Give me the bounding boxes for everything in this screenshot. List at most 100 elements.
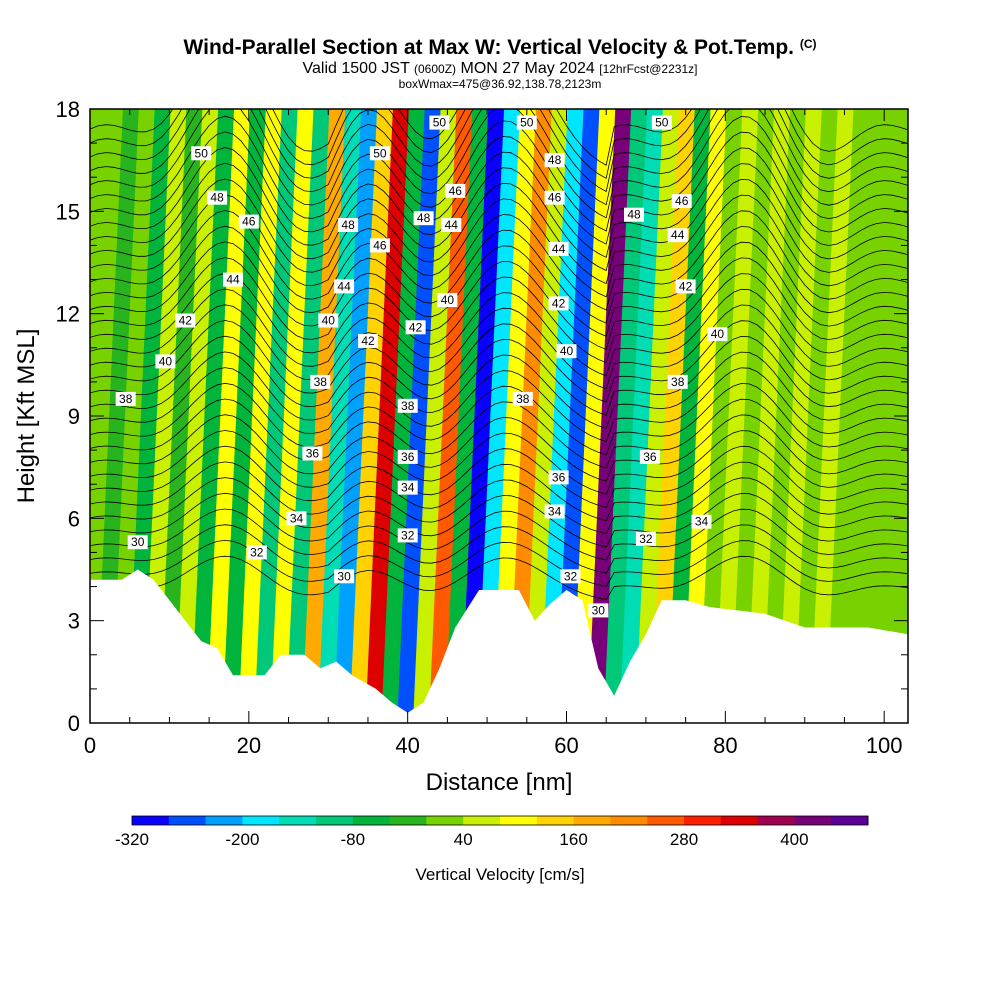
contour-label-text: 32 bbox=[564, 569, 578, 583]
theta-contour-line bbox=[90, 445, 908, 508]
velocity-band bbox=[460, 109, 505, 723]
contour-label-text: 44 bbox=[552, 242, 566, 256]
contour-label-box bbox=[691, 514, 712, 529]
colorbar-swatch bbox=[720, 816, 759, 825]
colorbar-swatch bbox=[757, 816, 795, 825]
colorbar-tick-label: 280 bbox=[670, 830, 698, 849]
theta-contour-line bbox=[90, 288, 908, 377]
contour-label-text: 42 bbox=[179, 314, 193, 328]
velocity-band bbox=[508, 109, 553, 723]
chart-subtitle: Valid 1500 JST (0600Z) MON 27 May 2024 [… bbox=[0, 60, 1000, 78]
y-tick-label: 3 bbox=[68, 609, 80, 634]
contour-label: 32 bbox=[635, 531, 656, 546]
contour-label: 40 bbox=[556, 344, 577, 359]
contour-label-text: 46 bbox=[373, 238, 387, 252]
contour-label: 34 bbox=[691, 514, 712, 529]
colorbar: -320 -200 -80 40 160 280 400 bbox=[115, 815, 869, 849]
contour-label-box bbox=[369, 146, 390, 161]
contour-label-text: 46 bbox=[548, 191, 562, 205]
velocity-band bbox=[397, 109, 442, 723]
theta-contour-line bbox=[90, 320, 908, 403]
contour-label-box bbox=[397, 528, 418, 543]
contour-label-box bbox=[302, 446, 323, 461]
contour-label-text: 42 bbox=[361, 334, 375, 348]
velocity-band bbox=[413, 109, 458, 723]
contour-label-text: 38 bbox=[671, 375, 685, 389]
contour-label: 48 bbox=[413, 211, 434, 226]
contour-label: 42 bbox=[358, 334, 378, 348]
colorbar-swatch bbox=[205, 816, 243, 825]
contour-label: 38 bbox=[397, 398, 418, 413]
contour-label-text: 40 bbox=[711, 327, 725, 341]
contour-label-box bbox=[115, 391, 136, 406]
velocity-band bbox=[111, 109, 156, 723]
colorbar-swatch bbox=[647, 816, 685, 825]
contour-label-box bbox=[667, 228, 688, 243]
contour-label-text: 34 bbox=[290, 511, 304, 525]
contour-label-box bbox=[358, 334, 378, 348]
colorbar-swatch bbox=[794, 816, 832, 825]
contour-label-box bbox=[397, 398, 418, 413]
velocity-band bbox=[524, 109, 569, 723]
contour-label-box bbox=[286, 511, 307, 526]
theta-contour-line bbox=[90, 382, 908, 456]
velocity-band bbox=[222, 109, 267, 723]
contour-label-text: 40 bbox=[441, 293, 455, 307]
theta-contour-line bbox=[90, 508, 908, 561]
contour-label-text: 34 bbox=[548, 505, 562, 519]
contour-label-text: 46 bbox=[675, 194, 689, 208]
theta-contour-line bbox=[90, 109, 908, 219]
colorbar-tick-label: -320 bbox=[115, 830, 149, 849]
contour-label-box bbox=[397, 480, 418, 495]
theta-contour-line bbox=[90, 210, 908, 311]
contour-label-text: 46 bbox=[449, 184, 463, 198]
box-info: boxWmax=475@36.92,138.78,2123m bbox=[398, 77, 602, 91]
contour-label: 34 bbox=[397, 480, 418, 495]
contour-label-box bbox=[548, 296, 569, 311]
x-tick-label: 0 bbox=[84, 733, 96, 758]
contour-label-text: 44 bbox=[226, 273, 240, 287]
contour-label-box bbox=[667, 374, 688, 389]
contour-label: 32 bbox=[560, 569, 581, 584]
contour-label-text: 34 bbox=[695, 515, 709, 529]
contour-label-box bbox=[441, 218, 462, 232]
contour-label-text: 38 bbox=[314, 375, 328, 389]
colorbar-tick-label: -80 bbox=[341, 830, 366, 849]
contour-label: 46 bbox=[445, 183, 466, 198]
contour-label: 48 bbox=[544, 153, 565, 168]
contour-label: 30 bbox=[334, 569, 355, 584]
velocity-band bbox=[571, 109, 617, 723]
contour-label-text: 44 bbox=[671, 228, 685, 242]
contour-labels: 30 32 34 36 38 40 42 44 46 48 50 40 38 30 32 34 36 38 42 44… bbox=[115, 115, 728, 618]
contour-label: 46 bbox=[671, 194, 692, 209]
contour-label-box bbox=[405, 320, 426, 335]
colorbar-swatch bbox=[389, 816, 427, 825]
contour-label: 44 bbox=[223, 272, 243, 287]
contour-label-box bbox=[639, 449, 660, 464]
contour-label: 34 bbox=[286, 511, 307, 526]
contour-label-box bbox=[560, 569, 581, 584]
contour-label-box bbox=[155, 354, 176, 369]
contour-label-box bbox=[191, 146, 212, 161]
x-tick-label: 80 bbox=[713, 733, 737, 758]
contour-label-box bbox=[548, 241, 569, 256]
velocity-band bbox=[762, 109, 807, 723]
colorbar-swatch bbox=[279, 816, 317, 825]
contour-label: 40 bbox=[155, 354, 176, 369]
contour-label-text: 44 bbox=[445, 218, 459, 232]
contour-label-box bbox=[318, 313, 339, 328]
velocity-band bbox=[587, 109, 632, 723]
theta-contour-line bbox=[90, 430, 908, 495]
contour-label: 50 bbox=[429, 115, 450, 130]
theta-contour-line bbox=[90, 304, 908, 390]
contour-label-text: 40 bbox=[322, 314, 336, 328]
velocity-band bbox=[317, 109, 362, 723]
velocity-band bbox=[270, 109, 315, 723]
colorbar-swatch bbox=[500, 816, 538, 825]
contour-label-text: 50 bbox=[195, 146, 209, 160]
contour-label-text: 46 bbox=[242, 215, 256, 229]
contour-label-box bbox=[445, 183, 466, 198]
velocity-band bbox=[381, 109, 426, 723]
contour-label-box bbox=[369, 238, 390, 253]
